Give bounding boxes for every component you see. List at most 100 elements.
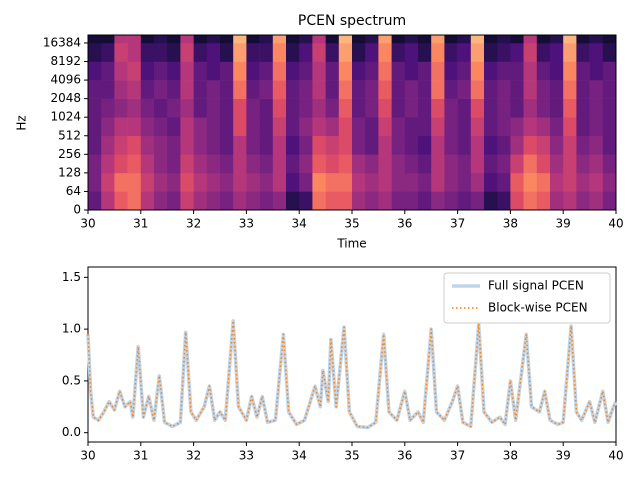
heatmap-cell xyxy=(272,172,287,192)
heatmap-cell xyxy=(510,172,524,192)
heatmap-cell xyxy=(536,154,551,174)
heatmap-cell xyxy=(259,98,274,118)
heatmap-cell xyxy=(88,42,102,62)
heatmap-cell xyxy=(114,172,128,192)
heatmap-cell xyxy=(246,154,260,174)
heatmap-cell xyxy=(418,172,432,192)
heatmap-cell xyxy=(299,135,313,155)
x-axis-label: Time xyxy=(336,237,366,251)
heatmap-cell xyxy=(325,135,340,155)
heatmap-cell xyxy=(470,98,485,118)
heatmap-cell xyxy=(523,135,538,155)
heatmap-cell xyxy=(536,191,551,211)
heatmap-cell xyxy=(167,154,181,174)
heatmap-cell xyxy=(602,42,617,62)
heatmap-cell xyxy=(444,191,458,211)
heatmap-cell xyxy=(325,172,340,192)
heatmap-cell xyxy=(523,117,538,137)
heatmap-cell xyxy=(602,191,617,211)
heatmap-cell xyxy=(576,172,590,192)
heatmap-cell xyxy=(114,98,128,118)
y-tick-label: 0.0 xyxy=(62,425,81,439)
heatmap-cell xyxy=(220,154,234,174)
heatmap-cell xyxy=(325,117,340,137)
heatmap-cell xyxy=(431,191,445,211)
heatmap-cell xyxy=(220,135,234,155)
heatmap-cell xyxy=(484,172,498,192)
heatmap-cell xyxy=(127,80,142,99)
x-tick-label: 32 xyxy=(186,217,201,231)
heatmap-cell xyxy=(536,135,551,155)
heatmap-cell xyxy=(167,35,181,44)
heatmap-cell xyxy=(286,154,300,174)
heatmap-cell xyxy=(352,98,366,118)
heatmap-cell xyxy=(576,42,590,62)
heatmap-cell xyxy=(127,154,142,174)
heatmap-cell xyxy=(259,172,274,192)
heatmap-cell xyxy=(233,35,247,44)
heatmap-cell xyxy=(272,135,287,155)
heatmap-cell xyxy=(510,98,524,118)
heatmap-cell xyxy=(444,117,458,137)
heatmap-cell xyxy=(206,172,221,192)
heatmap-cell xyxy=(484,117,498,137)
heatmap-cell xyxy=(259,35,274,44)
heatmap-cell xyxy=(299,61,313,81)
heatmap-cell xyxy=(576,191,590,211)
heatmap-cell xyxy=(140,191,155,211)
heatmap-cell xyxy=(497,135,511,155)
heatmap-cell xyxy=(576,80,590,99)
y-tick-label: 2048 xyxy=(50,91,81,105)
heatmap-cell xyxy=(589,61,604,81)
heatmap-cell xyxy=(233,154,247,174)
heatmap-cell xyxy=(114,61,128,81)
heatmap-cell xyxy=(154,42,168,62)
heatmap-cell xyxy=(193,42,208,62)
heatmap-cell xyxy=(88,135,102,155)
heatmap-cell xyxy=(88,191,102,211)
y-tick-label: 64 xyxy=(66,184,81,198)
heatmap-cell xyxy=(404,98,419,118)
heatmap-cell xyxy=(180,191,194,211)
y-axis-label: Hz xyxy=(15,115,29,130)
heatmap-cell xyxy=(418,35,432,44)
heatmap-cell xyxy=(140,172,155,192)
heatmap-cell xyxy=(101,98,115,118)
heatmap-cell xyxy=(602,80,617,99)
heatmap-cell xyxy=(299,117,313,137)
heatmap-cell xyxy=(510,154,524,174)
heatmap-cell xyxy=(299,80,313,99)
heatmap-cell xyxy=(180,42,194,62)
heatmap-cell xyxy=(233,80,247,99)
heatmap-cell xyxy=(246,35,260,44)
heatmap-cell xyxy=(180,98,194,118)
heatmap-cell xyxy=(550,172,564,192)
heatmap-cell xyxy=(523,98,538,118)
heatmap-cell xyxy=(589,172,604,192)
heatmap-cell xyxy=(404,172,419,192)
heatmap-cell xyxy=(101,80,115,99)
heatmap-cell xyxy=(167,42,181,62)
y-tick-label: 128 xyxy=(58,165,81,179)
heatmap-cell xyxy=(484,42,498,62)
heatmap-cell xyxy=(563,191,577,211)
y-tick-label: 8192 xyxy=(50,54,81,68)
heatmap-cell xyxy=(114,117,128,137)
heatmap-cell xyxy=(391,117,406,137)
heatmap-cell xyxy=(470,35,485,44)
heatmap-cell xyxy=(180,80,194,99)
heatmap-cell xyxy=(127,172,142,192)
heatmap-cell xyxy=(299,35,313,44)
heatmap-cell xyxy=(286,35,300,44)
x-tick-label: 38 xyxy=(503,449,518,463)
legend-label: Block-wise PCEN xyxy=(488,301,588,315)
heatmap-cell xyxy=(418,191,432,211)
heatmap-cell xyxy=(484,154,498,174)
heatmap-cell xyxy=(259,80,274,99)
heatmap-cell xyxy=(286,172,300,192)
heatmap-cell xyxy=(602,98,617,118)
heatmap-cell xyxy=(206,80,221,99)
heatmap-cell xyxy=(418,135,432,155)
heatmap-cell xyxy=(431,172,445,192)
heatmap-cell xyxy=(523,80,538,99)
